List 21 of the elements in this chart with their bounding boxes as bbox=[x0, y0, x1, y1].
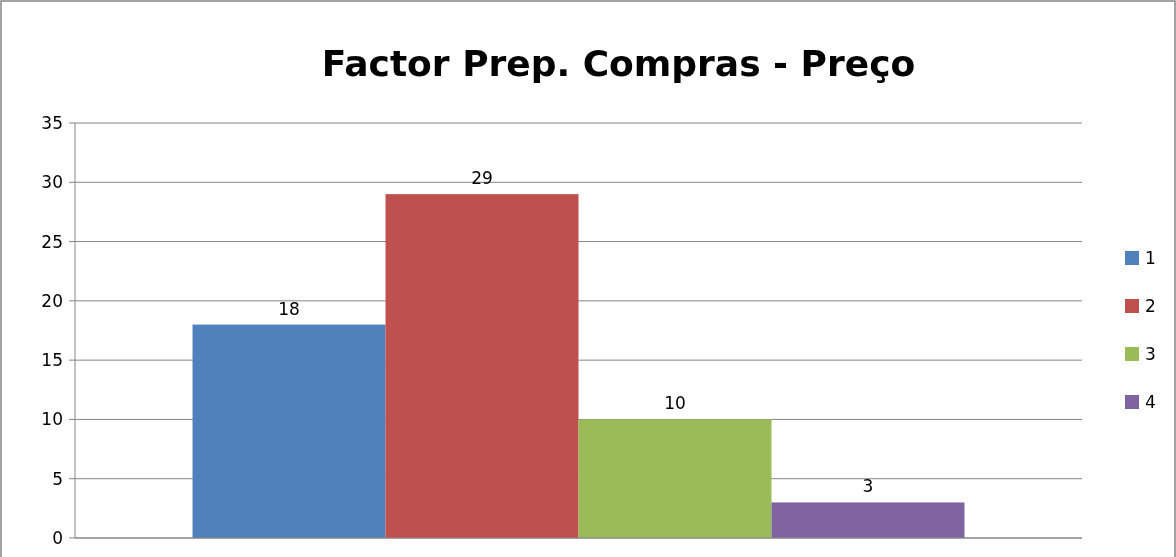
bar bbox=[578, 419, 772, 538]
bar bbox=[192, 324, 386, 538]
legend-label: 3 bbox=[1145, 344, 1156, 364]
data-label: 29 bbox=[471, 168, 493, 189]
y-tick-label: 15 bbox=[41, 350, 63, 371]
legend-label: 1 bbox=[1145, 248, 1156, 268]
bar bbox=[385, 194, 579, 538]
y-tick-label: 10 bbox=[41, 409, 63, 430]
y-tick-label: 25 bbox=[41, 231, 63, 252]
data-label: 18 bbox=[278, 298, 300, 319]
y-tick-label: 35 bbox=[41, 113, 63, 133]
y-tick-label: 20 bbox=[41, 290, 63, 311]
data-label: 10 bbox=[664, 393, 686, 414]
legend-label: 2 bbox=[1145, 296, 1156, 316]
chart-title: Factor Prep. Compras - Preço bbox=[321, 43, 916, 84]
y-tick-label: 30 bbox=[41, 172, 63, 193]
bar bbox=[771, 502, 965, 538]
legend-label: 4 bbox=[1145, 392, 1156, 412]
y-tick-label: 0 bbox=[52, 528, 63, 548]
y-tick-label: 5 bbox=[52, 468, 63, 489]
data-label: 3 bbox=[862, 476, 874, 497]
